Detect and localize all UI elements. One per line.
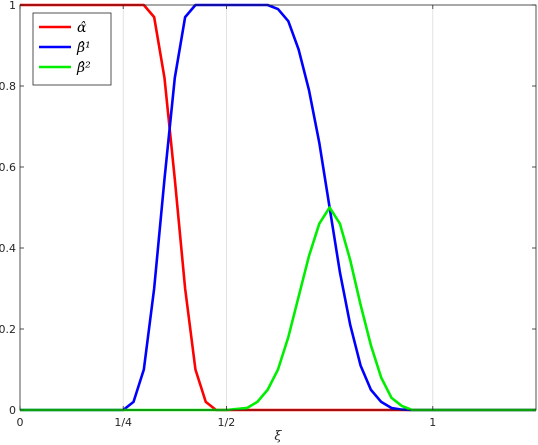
x-axis-label: ξ <box>274 429 282 444</box>
y-tick-label: 0.2 <box>0 323 16 336</box>
plot-frame <box>19 4 537 411</box>
legend-label-1: α̂ <box>77 20 87 36</box>
legend: α̂ β̂¹ β̂² <box>32 12 112 86</box>
x-tick-label: 1/4 <box>114 416 132 429</box>
series-line-2 <box>20 3 536 412</box>
y-tick-label: 0.8 <box>0 80 16 93</box>
y-tick-label: 0.6 <box>0 161 16 174</box>
x-tick-label: 1/2 <box>218 416 236 429</box>
x-tick-label: 0 <box>17 416 24 429</box>
y-tick-label: 0 <box>9 404 16 417</box>
y-tick-label: 0.4 <box>0 242 16 255</box>
legend-box <box>32 12 112 86</box>
y-tick-label: 1 <box>9 0 16 12</box>
tick-labels: 0 1/4 1/2 1 0 0.2 0.4 0.6 0.8 1 <box>0 0 436 429</box>
x-tick-label: 1 <box>429 416 436 429</box>
legend-label-3: β̂² <box>76 60 91 76</box>
legend-label-2: β̂¹ <box>76 40 91 56</box>
series-line-3 <box>20 206 536 412</box>
x-grid <box>122 5 434 410</box>
ticks <box>19 4 536 411</box>
